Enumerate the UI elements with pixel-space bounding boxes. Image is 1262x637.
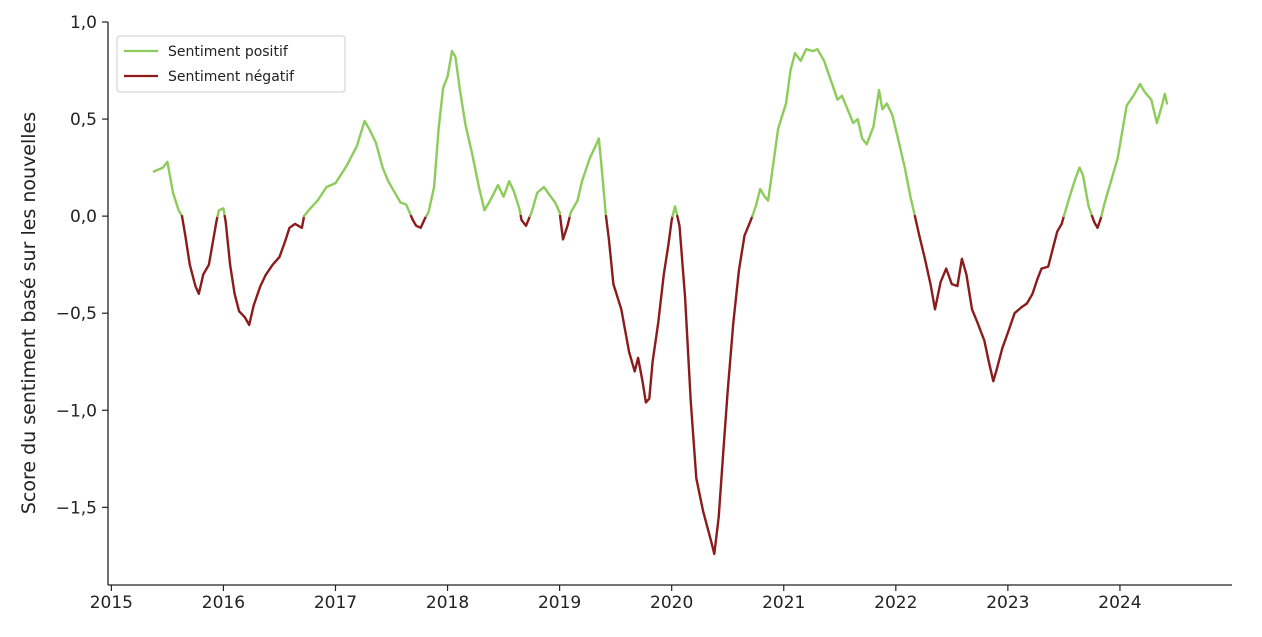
series-lines [152,48,1169,556]
positive-sentiment-segment [425,49,522,218]
positive-sentiment-segment [1100,82,1169,218]
negative-sentiment-segment [604,214,674,404]
positive-sentiment-segment [751,48,917,218]
negative-sentiment-segment [180,214,219,295]
x-tick-label: 2016 [202,593,245,613]
y-tick-label: 1,0 [70,13,97,33]
positive-sentiment-segment [302,119,413,218]
negative-sentiment-segment [558,214,572,241]
negative-sentiment-segment [1090,214,1103,229]
x-tick-label: 2017 [314,593,357,613]
x-tick-label: 2019 [538,593,581,613]
negative-sentiment-segment [519,214,532,227]
axes: 1,0 0,5 0,0 −0,5 −1,0 −1,5 2015 2016 2017 2018 201… [56,13,1232,613]
legend-box [116,35,346,93]
y-tick-label: −1,5 [56,498,97,518]
positive-sentiment-segment [528,185,562,218]
negative-sentiment-segment [409,214,428,229]
legend-label-negative: Sentiment négatif [168,69,295,85]
x-tick-label: 2018 [426,593,469,613]
y-tick-label: −1,0 [56,401,97,421]
y-tick-label: 0,5 [70,110,97,130]
x-tick-label: 2015 [90,593,133,613]
positive-sentiment-segment [1062,166,1094,218]
legend: Sentiment positif Sentiment négatif [116,35,346,93]
positive-sentiment-segment [152,160,184,218]
negative-sentiment-segment [913,214,1066,383]
negative-sentiment-segment [676,214,754,556]
positive-sentiment-segment [671,205,679,218]
y-tick-label: −0,5 [56,304,97,324]
x-tick-label: 2020 [650,593,693,613]
x-tick-label: 2024 [1098,593,1141,613]
positive-sentiment-segment [568,137,608,218]
x-tick-label: 2022 [874,593,917,613]
y-tick-label: 0,0 [70,207,97,227]
x-tick-label: 2023 [986,593,1029,613]
x-tick-label: 2021 [762,593,805,613]
positive-sentiment-segment [216,207,226,218]
negative-sentiment-segment [223,214,306,327]
y-axis-label: Score du sentiment basé sur les nouvelle… [18,112,40,514]
legend-label-positive: Sentiment positif [168,44,289,60]
